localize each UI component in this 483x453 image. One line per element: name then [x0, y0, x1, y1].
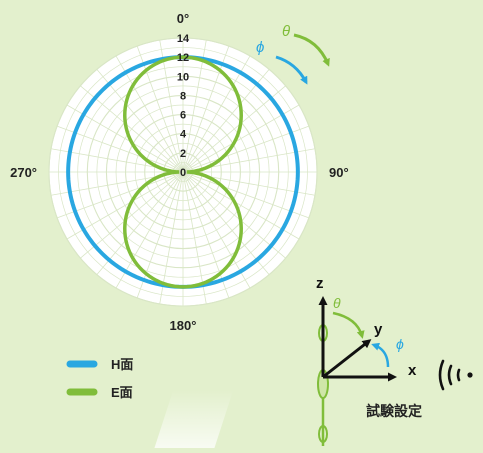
- phi-symbol: ϕ: [256, 39, 264, 56]
- grid-spokes: [49, 38, 317, 306]
- grid-spoke: [182, 55, 251, 173]
- legend-label-e-plane: E面: [111, 385, 133, 400]
- grid-spoke: [182, 171, 230, 299]
- grid-spoke: [182, 45, 230, 173]
- grid-spoke: [136, 45, 184, 173]
- radial-tick-label: 2: [180, 148, 186, 160]
- z-axis-label: z: [316, 275, 324, 292]
- radial-tick-labels: 0 2 4 6 8 10 12 14: [177, 33, 190, 179]
- grid-spoke: [182, 125, 310, 173]
- y-axis-label: y: [374, 321, 383, 338]
- grid-spoke: [115, 171, 184, 289]
- theta-rotation-arrow: [293, 33, 330, 67]
- grid-spoke: [66, 104, 184, 173]
- theta-symbol: θ: [282, 23, 290, 40]
- grid-spoke: [182, 85, 286, 173]
- grid-spoke: [182, 171, 270, 275]
- legend-label-h-plane: H面: [111, 357, 133, 372]
- angle-label-180: 180°: [170, 318, 197, 333]
- radio-wave-icon: [438, 359, 473, 391]
- series-e-plane-line: [123, 55, 243, 289]
- legend-item-h-plane: H面: [66, 357, 133, 372]
- angle-label-90: 90°: [329, 165, 349, 180]
- angle-label-0: 0°: [177, 11, 189, 26]
- radial-tick-label: 8: [180, 90, 186, 102]
- grid-spoke: [96, 69, 184, 173]
- radial-tick-label: 0: [180, 167, 186, 179]
- grid-spoke: [115, 55, 184, 173]
- grid-spoke: [182, 171, 310, 219]
- setup-phi-symbol: ϕ: [396, 336, 404, 352]
- y-axis: [322, 339, 372, 379]
- legend-item-e-plane: E面: [66, 385, 133, 400]
- phi-rotation-arrow: [275, 55, 308, 85]
- grid-spoke: [136, 171, 184, 299]
- grid-spoke: [80, 171, 184, 259]
- grid-spoke: [66, 171, 184, 240]
- radial-tick-label: 6: [180, 110, 186, 122]
- grid-spoke: [182, 171, 300, 240]
- legend: H面 E面: [66, 357, 133, 400]
- x-axis-label: x: [408, 362, 417, 379]
- radial-tick-label: 10: [177, 71, 189, 83]
- polar-chart: 0 2 4 6 8 10 12 14 0° 90° 180° 270°: [10, 11, 349, 333]
- grid-spoke: [80, 85, 184, 173]
- angle-label-270: 270°: [10, 165, 37, 180]
- grid-spoke: [182, 104, 300, 173]
- grid-spoke: [96, 171, 184, 275]
- radial-tick-label: 14: [177, 33, 190, 45]
- grid-spoke: [56, 171, 184, 219]
- radial-tick-label: 12: [177, 52, 189, 64]
- grid-spoke: [182, 171, 286, 259]
- grid-spoke: [182, 69, 270, 173]
- grid-spoke: [56, 125, 184, 173]
- setup-theta-arrow: [332, 311, 365, 339]
- setup-glow: [154, 390, 234, 448]
- setup-phi-arrow: [371, 342, 390, 368]
- setup-caption: 試験設定: [366, 403, 422, 419]
- setup-theta-symbol: θ: [333, 295, 341, 311]
- grid-spoke: [182, 171, 251, 289]
- rotation-indicator: θ ϕ: [256, 23, 330, 85]
- test-setup-diagram: z x y θ ϕ 試験設定: [154, 275, 473, 448]
- radial-tick-label: 4: [180, 129, 187, 141]
